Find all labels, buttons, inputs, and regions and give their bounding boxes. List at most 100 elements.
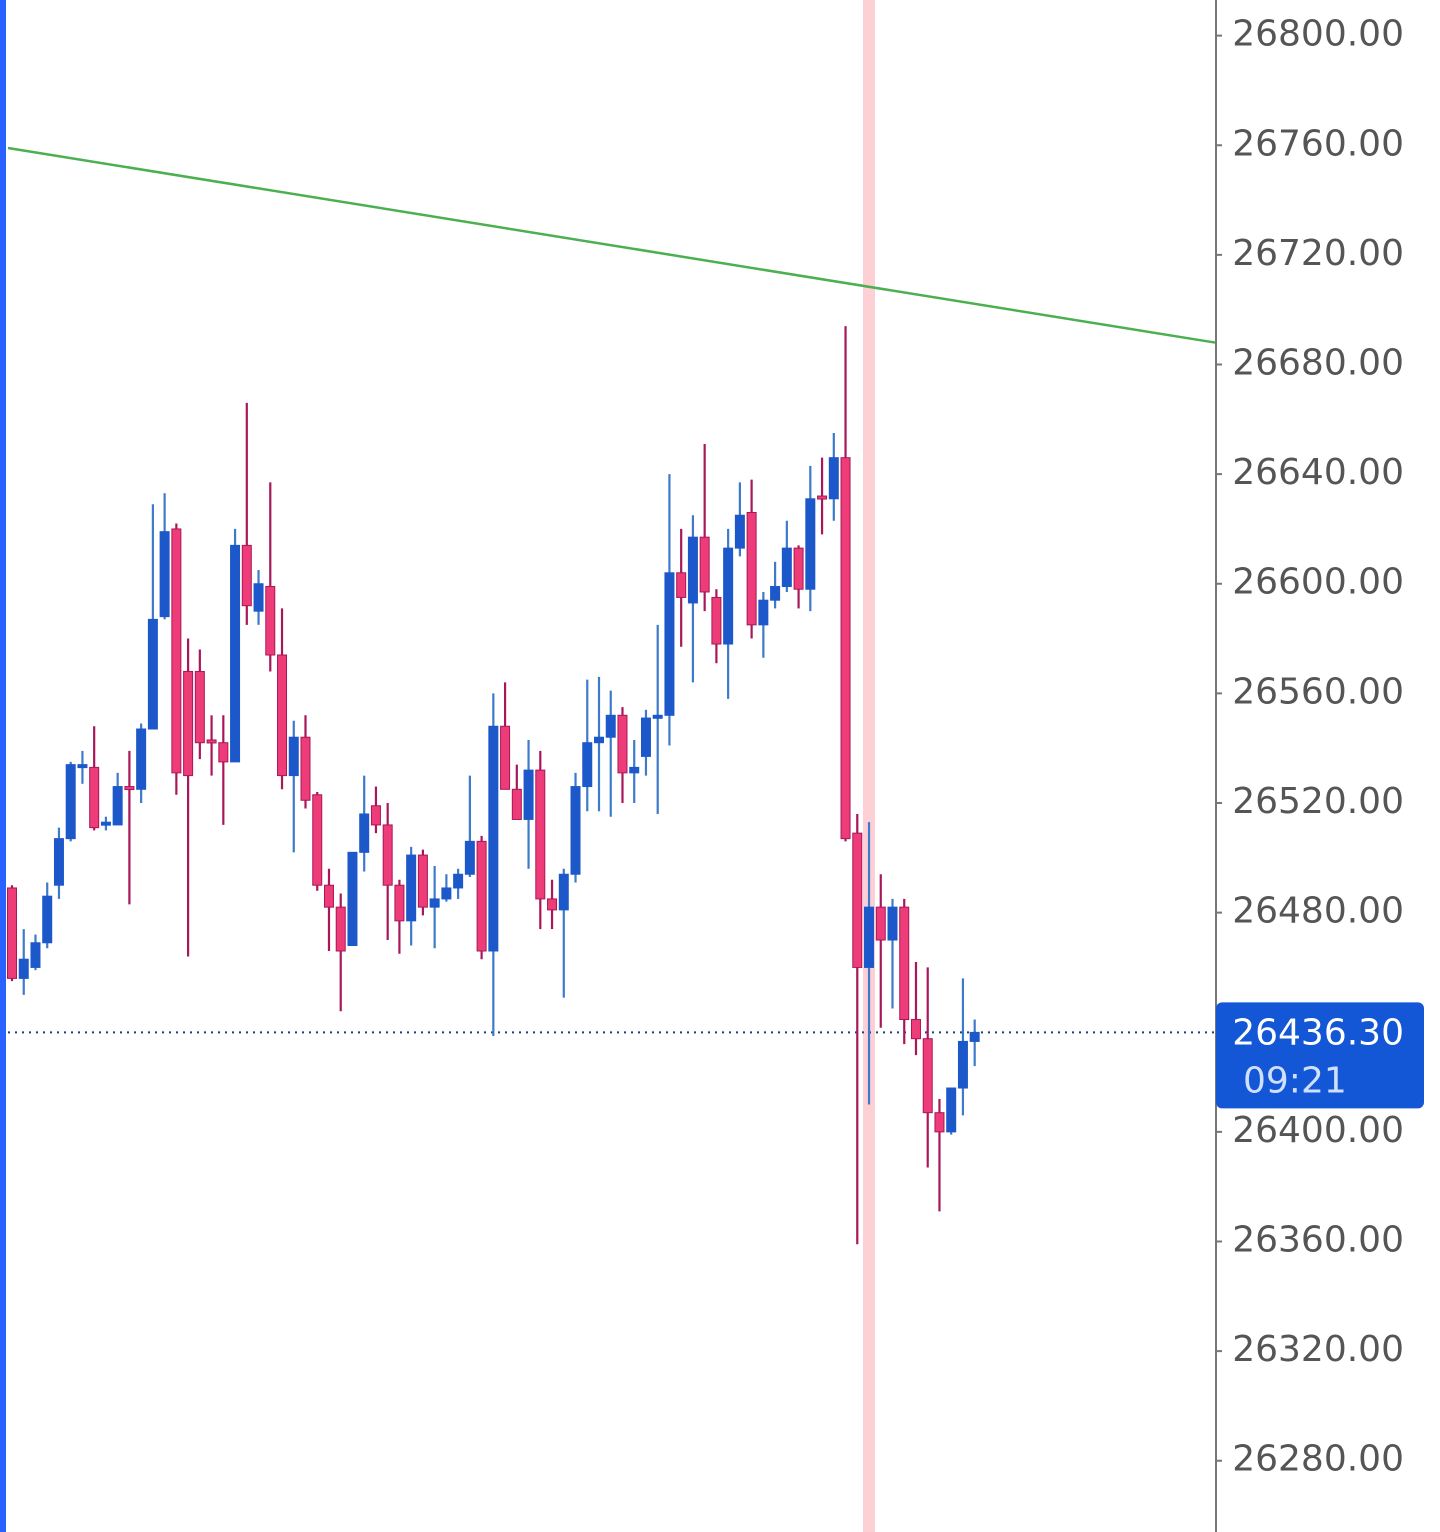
candle-body bbox=[183, 670, 194, 777]
candle-body bbox=[370, 805, 381, 826]
candle-body bbox=[969, 1031, 980, 1042]
candle-body bbox=[664, 572, 675, 716]
y-tick-label: 26720.00 bbox=[1232, 233, 1404, 274]
candle-body bbox=[312, 794, 323, 886]
candle-body bbox=[828, 457, 839, 500]
candle-body bbox=[922, 1038, 933, 1114]
y-tick-label: 26280.00 bbox=[1232, 1439, 1404, 1480]
candle-body bbox=[875, 906, 886, 941]
candle-body bbox=[206, 739, 217, 744]
candle-body bbox=[288, 736, 299, 777]
highlight-band bbox=[863, 0, 875, 1532]
candle-body bbox=[488, 725, 499, 952]
y-tick-label: 26760.00 bbox=[1232, 123, 1404, 164]
candle-body bbox=[817, 495, 828, 500]
candle-body bbox=[394, 884, 405, 922]
candle-body bbox=[136, 728, 147, 790]
candle-body bbox=[946, 1087, 957, 1133]
candle-body bbox=[253, 583, 264, 612]
candle-body bbox=[30, 942, 41, 968]
candle-body bbox=[687, 536, 698, 604]
candle-body bbox=[453, 873, 464, 889]
candle-body bbox=[359, 813, 370, 853]
y-tick-label: 26480.00 bbox=[1232, 891, 1404, 932]
y-tick-label: 26360.00 bbox=[1232, 1219, 1404, 1260]
candle-body bbox=[547, 898, 558, 911]
trendline bbox=[7, 146, 1216, 344]
candle-body bbox=[805, 498, 816, 590]
candle-body bbox=[124, 786, 135, 791]
candle-body bbox=[699, 536, 710, 593]
candle-body bbox=[42, 895, 53, 944]
candle-body bbox=[265, 585, 276, 656]
y-tick-label: 26680.00 bbox=[1232, 343, 1404, 384]
y-tick-label: 26520.00 bbox=[1232, 781, 1404, 822]
candle-body bbox=[840, 457, 851, 840]
candle-body bbox=[523, 769, 534, 820]
last-price-box bbox=[1216, 1002, 1424, 1109]
candle-body bbox=[65, 764, 76, 840]
candle-body bbox=[723, 547, 734, 645]
candle-body bbox=[617, 714, 628, 774]
candle-body bbox=[746, 511, 757, 626]
candle-body bbox=[171, 528, 182, 774]
candle-body bbox=[194, 670, 205, 744]
candle-body bbox=[464, 840, 475, 875]
y-tick-label: 26400.00 bbox=[1232, 1110, 1404, 1151]
candle-body bbox=[558, 873, 569, 911]
candle-body bbox=[77, 764, 88, 769]
y-tick-label: 26600.00 bbox=[1232, 562, 1404, 603]
left-border bbox=[0, 0, 6, 1532]
candle-body bbox=[957, 1040, 968, 1089]
candle-body bbox=[887, 906, 898, 941]
candle-body bbox=[112, 786, 123, 826]
candle-body bbox=[640, 717, 651, 757]
candle-body bbox=[770, 585, 781, 601]
candle-body bbox=[793, 547, 804, 590]
candle-body bbox=[594, 736, 604, 744]
candle-body bbox=[500, 725, 511, 790]
last-price-label: 26436.30 bbox=[1232, 1012, 1404, 1053]
candle-body bbox=[711, 596, 722, 645]
candle-body bbox=[300, 736, 311, 801]
candle-body bbox=[100, 821, 111, 826]
y-tick-label: 26320.00 bbox=[1232, 1329, 1404, 1370]
candle-body bbox=[535, 769, 546, 900]
candle-body bbox=[652, 714, 663, 719]
candle-body bbox=[323, 884, 334, 908]
candle-body bbox=[230, 544, 241, 763]
candle-body bbox=[18, 958, 29, 979]
candle-body bbox=[781, 547, 792, 587]
candle-body bbox=[417, 854, 428, 908]
candle-body bbox=[159, 531, 170, 618]
y-tick-label: 26640.00 bbox=[1232, 452, 1404, 493]
candle-body bbox=[734, 514, 745, 549]
y-tick-label: 26800.00 bbox=[1232, 14, 1404, 55]
candle-body bbox=[406, 854, 417, 922]
candle-body bbox=[582, 742, 593, 788]
candle-body bbox=[347, 851, 358, 947]
candle-body bbox=[758, 599, 769, 626]
candle-body bbox=[864, 906, 875, 968]
candle-body bbox=[511, 788, 522, 820]
candle-body bbox=[429, 898, 440, 908]
candle-body bbox=[241, 544, 252, 607]
candle-body bbox=[910, 1019, 921, 1040]
candle-body bbox=[934, 1112, 945, 1133]
candle-body bbox=[277, 654, 288, 777]
candle-body bbox=[476, 840, 487, 952]
candle-body bbox=[335, 906, 346, 952]
candle-body bbox=[899, 906, 910, 1021]
candle-body bbox=[629, 766, 640, 774]
candle-body bbox=[147, 618, 158, 730]
candle-body bbox=[53, 838, 64, 886]
candle-body bbox=[570, 786, 581, 875]
candle-body bbox=[441, 887, 452, 900]
candle-body bbox=[852, 832, 863, 968]
candle-body bbox=[676, 572, 687, 598]
candle-body bbox=[7, 887, 17, 979]
candle-body bbox=[218, 742, 229, 763]
